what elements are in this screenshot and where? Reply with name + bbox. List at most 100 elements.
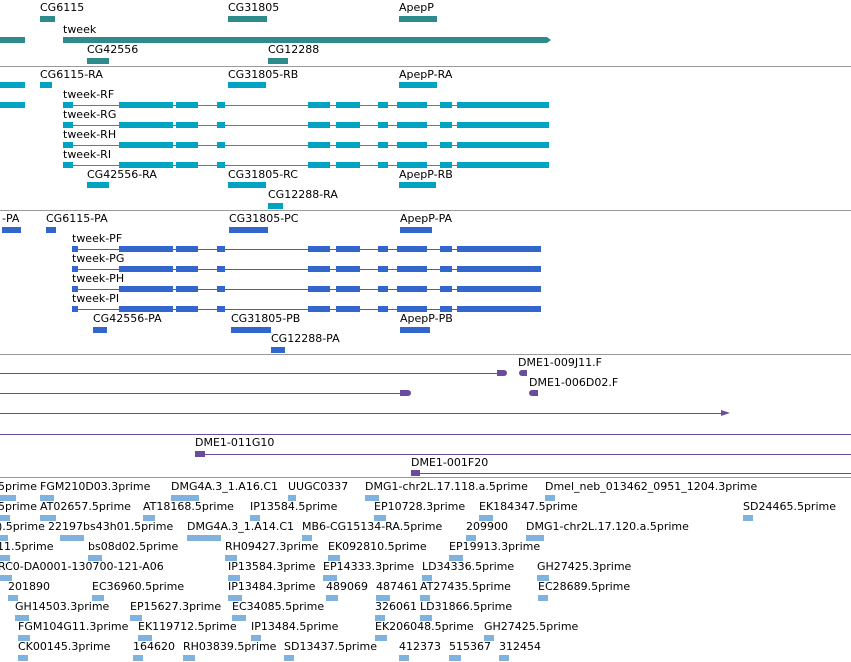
exon[interactable] [176, 122, 198, 128]
exon[interactable] [308, 142, 330, 148]
exon[interactable] [378, 306, 388, 312]
est-label[interactable]: 311.5prime [0, 540, 54, 553]
clone-end[interactable] [400, 390, 411, 396]
exon[interactable] [217, 102, 225, 108]
est-feature[interactable] [420, 615, 432, 621]
est-label[interactable]: RH09427.3prime [225, 540, 319, 553]
est-feature[interactable] [183, 655, 195, 661]
exon[interactable] [119, 162, 173, 168]
est-feature[interactable] [130, 615, 142, 621]
exon[interactable] [176, 162, 198, 168]
est-label[interactable]: EK206048.5prime [375, 620, 474, 633]
exon[interactable] [397, 122, 427, 128]
est-feature[interactable] [479, 515, 493, 521]
protein-label[interactable]: tweek-PF [72, 232, 123, 245]
exon[interactable] [336, 122, 360, 128]
est-feature[interactable] [466, 535, 476, 541]
exon[interactable] [217, 306, 225, 312]
exon[interactable] [397, 162, 427, 168]
exon[interactable] [63, 122, 73, 128]
est-feature[interactable] [60, 535, 84, 541]
exon[interactable] [378, 162, 388, 168]
gene-feature-cg31805[interactable] [228, 16, 267, 22]
est-feature[interactable] [228, 595, 242, 601]
est-feature[interactable] [376, 595, 390, 601]
exon[interactable] [457, 246, 541, 252]
rna-feature[interactable] [228, 182, 266, 188]
est-label[interactable]: AT02657.5prime [40, 500, 131, 513]
protein-feature[interactable] [229, 227, 268, 233]
exon[interactable] [378, 102, 388, 108]
est-label[interactable]: LD31866.5prime [420, 600, 513, 613]
est-label[interactable]: 22197bs43h01.5prime [48, 520, 174, 533]
est-feature[interactable] [545, 495, 555, 501]
exon[interactable] [336, 266, 360, 272]
exon[interactable] [457, 142, 549, 148]
est-label[interactable]: MB6-CG15134-RA.5prime [302, 520, 443, 533]
est-feature[interactable] [537, 575, 549, 581]
protein-label[interactable]: CG6115-PA [46, 212, 108, 225]
exon[interactable] [397, 142, 427, 148]
exon[interactable] [378, 122, 388, 128]
rna-feature[interactable] [268, 203, 283, 209]
est-label[interactable]: RH03839.5prime [183, 640, 277, 653]
transcript-label[interactable]: tweek-RF [63, 88, 115, 101]
est-label[interactable]: 209900 [466, 520, 508, 533]
est-label[interactable]: 201890 [8, 580, 50, 593]
est-label[interactable]: 312454 [499, 640, 541, 653]
exon[interactable] [336, 246, 360, 252]
exon[interactable] [72, 286, 78, 292]
est-label[interactable]: EK092810.5prime [328, 540, 427, 553]
transcript-label[interactable]: CG6115-RA [40, 68, 103, 81]
est-feature[interactable] [92, 595, 104, 601]
est-feature[interactable] [250, 515, 260, 521]
est-label[interactable]: FGM210D03.3prime [40, 480, 151, 493]
rna-feature[interactable] [0, 102, 25, 108]
exon[interactable] [308, 122, 330, 128]
rna-feature[interactable] [0, 82, 25, 88]
exon[interactable] [119, 122, 173, 128]
rna-feature[interactable] [87, 182, 109, 188]
est-label[interactable]: ).5prime [0, 520, 45, 533]
transcript-label[interactable]: CG12288-RA [268, 188, 338, 201]
gene-feature-partial[interactable] [0, 37, 25, 43]
est-feature[interactable] [251, 635, 261, 641]
rna-feature[interactable] [399, 82, 437, 88]
est-feature[interactable] [0, 555, 10, 561]
est-feature[interactable] [499, 655, 509, 661]
est-label[interactable]: SD13437.5prime [284, 640, 377, 653]
est-feature[interactable] [18, 635, 30, 641]
gene-feature-apepp[interactable] [399, 16, 437, 22]
est-feature[interactable] [15, 615, 29, 621]
exon[interactable] [397, 246, 427, 252]
exon[interactable] [457, 266, 541, 272]
clone-end[interactable] [529, 390, 538, 396]
est-feature[interactable] [484, 635, 494, 641]
est-label[interactable]: IP13584.5prime [250, 500, 338, 513]
exon[interactable] [119, 266, 173, 272]
transcript-label[interactable]: CG31805-RC [228, 168, 298, 181]
est-label[interactable]: EK184347.5prime [479, 500, 578, 513]
rna-feature[interactable] [40, 82, 52, 88]
clone-feature[interactable] [0, 413, 725, 414]
clone-end[interactable] [195, 451, 205, 457]
est-label[interactable]: Dmel_neb_013462_0951_1204.3prime [545, 480, 758, 493]
exon[interactable] [119, 246, 173, 252]
exon[interactable] [72, 246, 78, 252]
est-feature[interactable] [449, 655, 461, 661]
exon[interactable] [457, 122, 549, 128]
rna-feature[interactable] [399, 182, 436, 188]
exon[interactable] [217, 122, 225, 128]
protein-label[interactable]: tweek-PH [72, 272, 125, 285]
est-label[interactable]: GH27425.3prime [537, 560, 632, 573]
exon[interactable] [378, 266, 388, 272]
est-label[interactable]: RC0-DA0001-130700-121-A06 [0, 560, 164, 573]
exon[interactable] [336, 306, 360, 312]
exon[interactable] [457, 286, 541, 292]
exon[interactable] [336, 286, 360, 292]
est-feature[interactable] [18, 655, 28, 661]
exon[interactable] [440, 162, 452, 168]
est-feature[interactable] [365, 495, 379, 501]
transcript-label[interactable]: CG31805-RB [228, 68, 299, 81]
exon[interactable] [457, 306, 541, 312]
